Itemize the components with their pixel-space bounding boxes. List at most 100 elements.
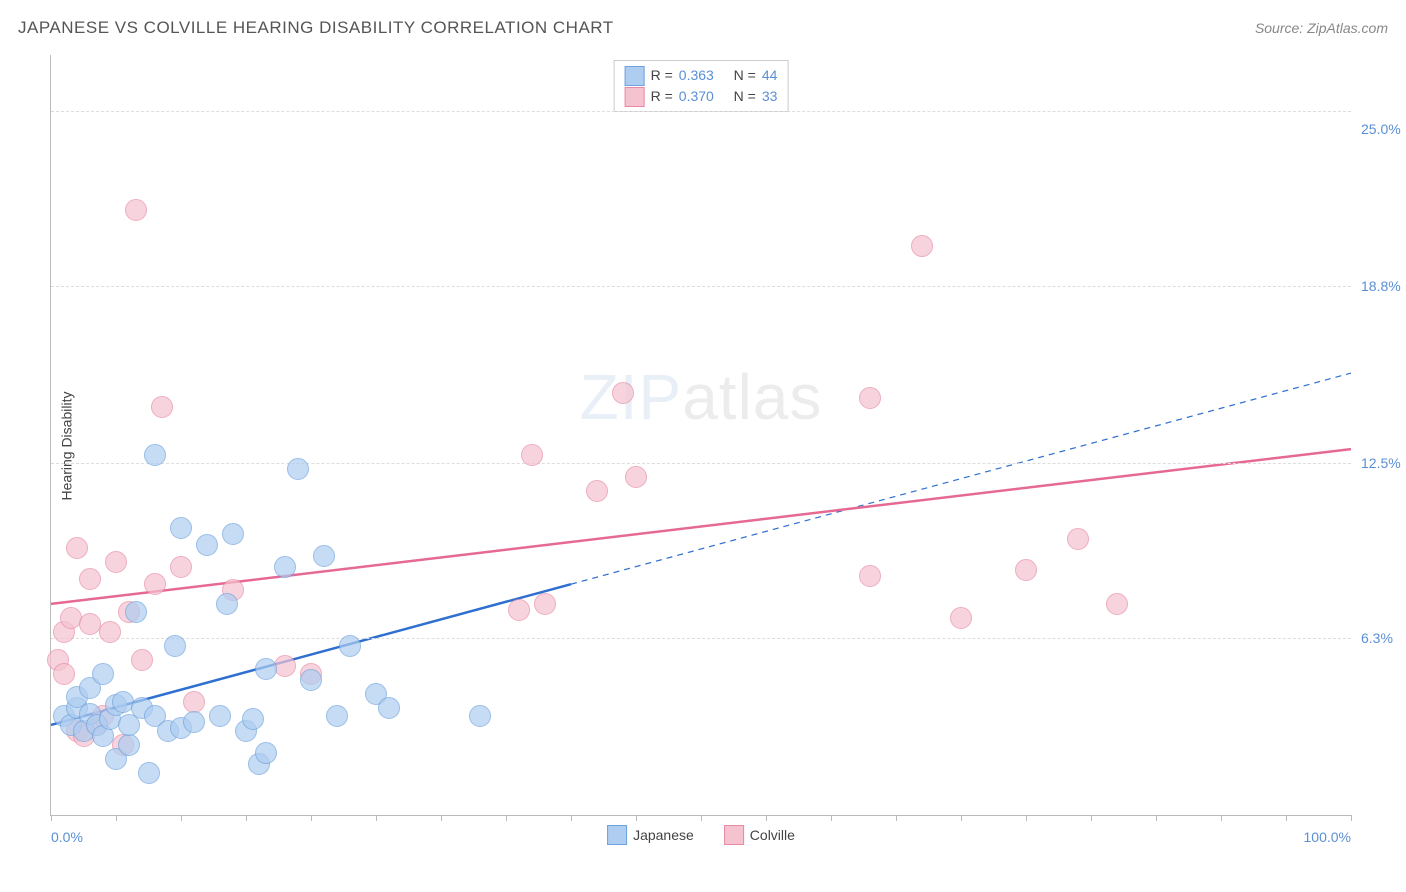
data-point <box>612 382 634 404</box>
data-point <box>92 663 114 685</box>
x-tick <box>246 815 247 821</box>
data-point <box>950 607 972 629</box>
data-point <box>255 658 277 680</box>
data-point <box>859 387 881 409</box>
data-point <box>79 568 101 590</box>
y-tick-label: 18.8% <box>1361 278 1406 294</box>
data-point <box>313 545 335 567</box>
x-tick <box>1156 815 1157 821</box>
series-legend: Japanese Colville <box>607 825 795 845</box>
stat-r-value: 0.370 <box>679 86 714 107</box>
data-point <box>1015 559 1037 581</box>
x-tick <box>766 815 767 821</box>
data-point <box>125 199 147 221</box>
x-tick <box>636 815 637 821</box>
data-point <box>53 663 75 685</box>
data-point <box>378 697 400 719</box>
x-tick <box>961 815 962 821</box>
data-point <box>183 711 205 733</box>
legend-label: Japanese <box>633 827 694 843</box>
stat-n-label: N = <box>734 65 756 86</box>
data-point <box>859 565 881 587</box>
data-point <box>300 669 322 691</box>
x-tick <box>376 815 377 821</box>
legend-swatch <box>607 825 627 845</box>
data-point <box>287 458 309 480</box>
legend-item: Japanese <box>607 825 694 845</box>
data-point <box>170 556 192 578</box>
data-point <box>274 556 296 578</box>
legend-label: Colville <box>750 827 795 843</box>
trend-line-dashed <box>571 373 1351 584</box>
stat-n-label: N = <box>734 86 756 107</box>
data-point <box>625 466 647 488</box>
data-point <box>521 444 543 466</box>
data-point <box>131 649 153 671</box>
data-point <box>469 705 491 727</box>
trend-lines-layer <box>51 55 1351 815</box>
x-tick <box>51 815 52 821</box>
data-point <box>66 537 88 559</box>
x-tick <box>1026 815 1027 821</box>
data-point <box>534 593 556 615</box>
x-tick <box>571 815 572 821</box>
legend-swatch <box>625 66 645 86</box>
legend-swatch <box>724 825 744 845</box>
data-point <box>508 599 530 621</box>
legend-item: Colville <box>724 825 795 845</box>
data-point <box>125 601 147 623</box>
stats-row: R = 0.363 N = 44 <box>625 65 778 86</box>
gridline <box>51 638 1351 639</box>
data-point <box>118 734 140 756</box>
y-tick-label: 12.5% <box>1361 455 1406 471</box>
x-tick <box>506 815 507 821</box>
x-tick <box>831 815 832 821</box>
gridline <box>51 463 1351 464</box>
x-tick <box>896 815 897 821</box>
data-point <box>242 708 264 730</box>
data-point <box>216 593 238 615</box>
stats-row: R =0.370 N =33 <box>625 86 778 107</box>
x-tick-label: 0.0% <box>51 829 83 845</box>
stat-r-label: R = <box>651 65 673 86</box>
stat-r-value: 0.363 <box>679 65 714 86</box>
x-tick <box>311 815 312 821</box>
data-point <box>60 607 82 629</box>
source-label: Source: ZipAtlas.com <box>1255 20 1388 36</box>
x-tick <box>701 815 702 821</box>
data-point <box>911 235 933 257</box>
stats-legend: R = 0.363 N = 44R = 0.370 N = 33 <box>614 60 789 112</box>
data-point <box>99 621 121 643</box>
data-point <box>144 573 166 595</box>
trend-line-solid <box>51 449 1351 604</box>
y-tick-label: 25.0% <box>1361 121 1406 137</box>
gridline <box>51 111 1351 112</box>
data-point <box>170 517 192 539</box>
data-point <box>105 551 127 573</box>
data-point <box>144 444 166 466</box>
gridline <box>51 286 1351 287</box>
x-tick <box>1091 815 1092 821</box>
data-point <box>255 742 277 764</box>
chart-title: JAPANESE VS COLVILLE HEARING DISABILITY … <box>18 18 614 38</box>
x-tick <box>116 815 117 821</box>
x-tick <box>1286 815 1287 821</box>
data-point <box>222 523 244 545</box>
x-tick <box>181 815 182 821</box>
stat-n-value: 44 <box>762 65 778 86</box>
chart-plot-area: ZIPatlas R =0.363 N =44R =0.370 N =33 Ja… <box>50 55 1351 816</box>
data-point <box>1067 528 1089 550</box>
x-tick-label: 100.0% <box>1304 829 1351 845</box>
x-tick <box>1221 815 1222 821</box>
data-point <box>112 691 134 713</box>
stat-n-value: 33 <box>762 86 778 107</box>
legend-swatch <box>625 87 645 107</box>
x-tick <box>1351 815 1352 821</box>
data-point <box>196 534 218 556</box>
y-tick-label: 6.3% <box>1361 630 1406 646</box>
x-tick <box>441 815 442 821</box>
data-point <box>586 480 608 502</box>
data-point <box>183 691 205 713</box>
data-point <box>274 655 296 677</box>
data-point <box>326 705 348 727</box>
